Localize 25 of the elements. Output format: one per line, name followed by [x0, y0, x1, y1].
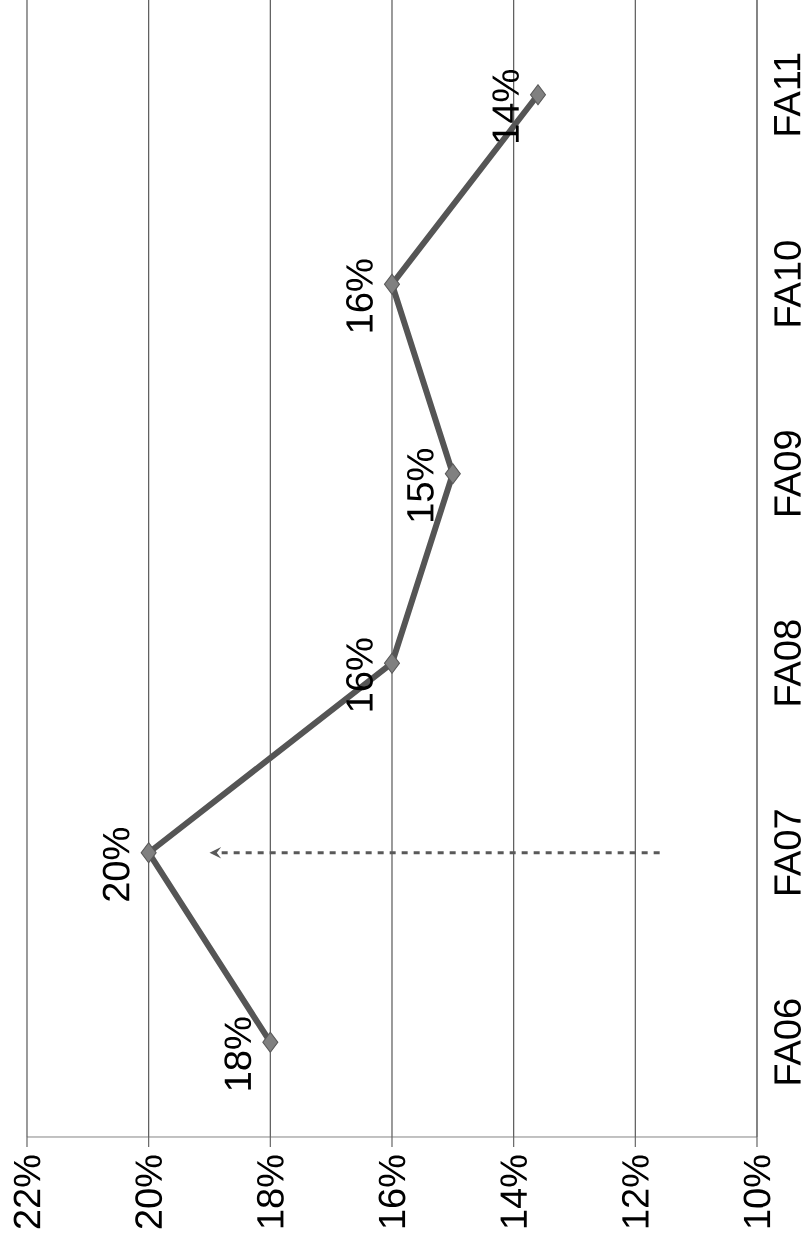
- x-tick-label: 20%: [135, 1155, 163, 1229]
- x-tick-label: 18%: [256, 1155, 284, 1228]
- point: [262, 1031, 279, 1053]
- data-label: 18%: [224, 1017, 252, 1090]
- point: [383, 273, 401, 295]
- data-label: 15%: [407, 449, 434, 521]
- x-tick-label: 10%: [743, 1155, 771, 1228]
- point: [444, 463, 461, 485]
- y-tick-label: FA08: [774, 620, 801, 705]
- data-label: 16%: [346, 259, 373, 332]
- x-tick-label: 22%: [13, 1155, 41, 1229]
- x-tick-label: 16%: [378, 1155, 406, 1228]
- data-label: 16%: [346, 638, 373, 711]
- point: [529, 84, 547, 106]
- y-tick-label: FA09: [774, 431, 801, 515]
- y-tick-label: FA11: [774, 53, 801, 135]
- point: [383, 652, 401, 674]
- data-label: 14%: [492, 70, 519, 142]
- data-label: 20%: [102, 828, 130, 901]
- x-tick-label: 12%: [621, 1155, 649, 1228]
- y-tick-label: FA06: [774, 999, 801, 1084]
- y-tick-label: FA07: [774, 810, 801, 894]
- x-tick-label: 14%: [500, 1155, 527, 1228]
- y-tick-label: FA10: [774, 241, 801, 326]
- point: [140, 842, 157, 864]
